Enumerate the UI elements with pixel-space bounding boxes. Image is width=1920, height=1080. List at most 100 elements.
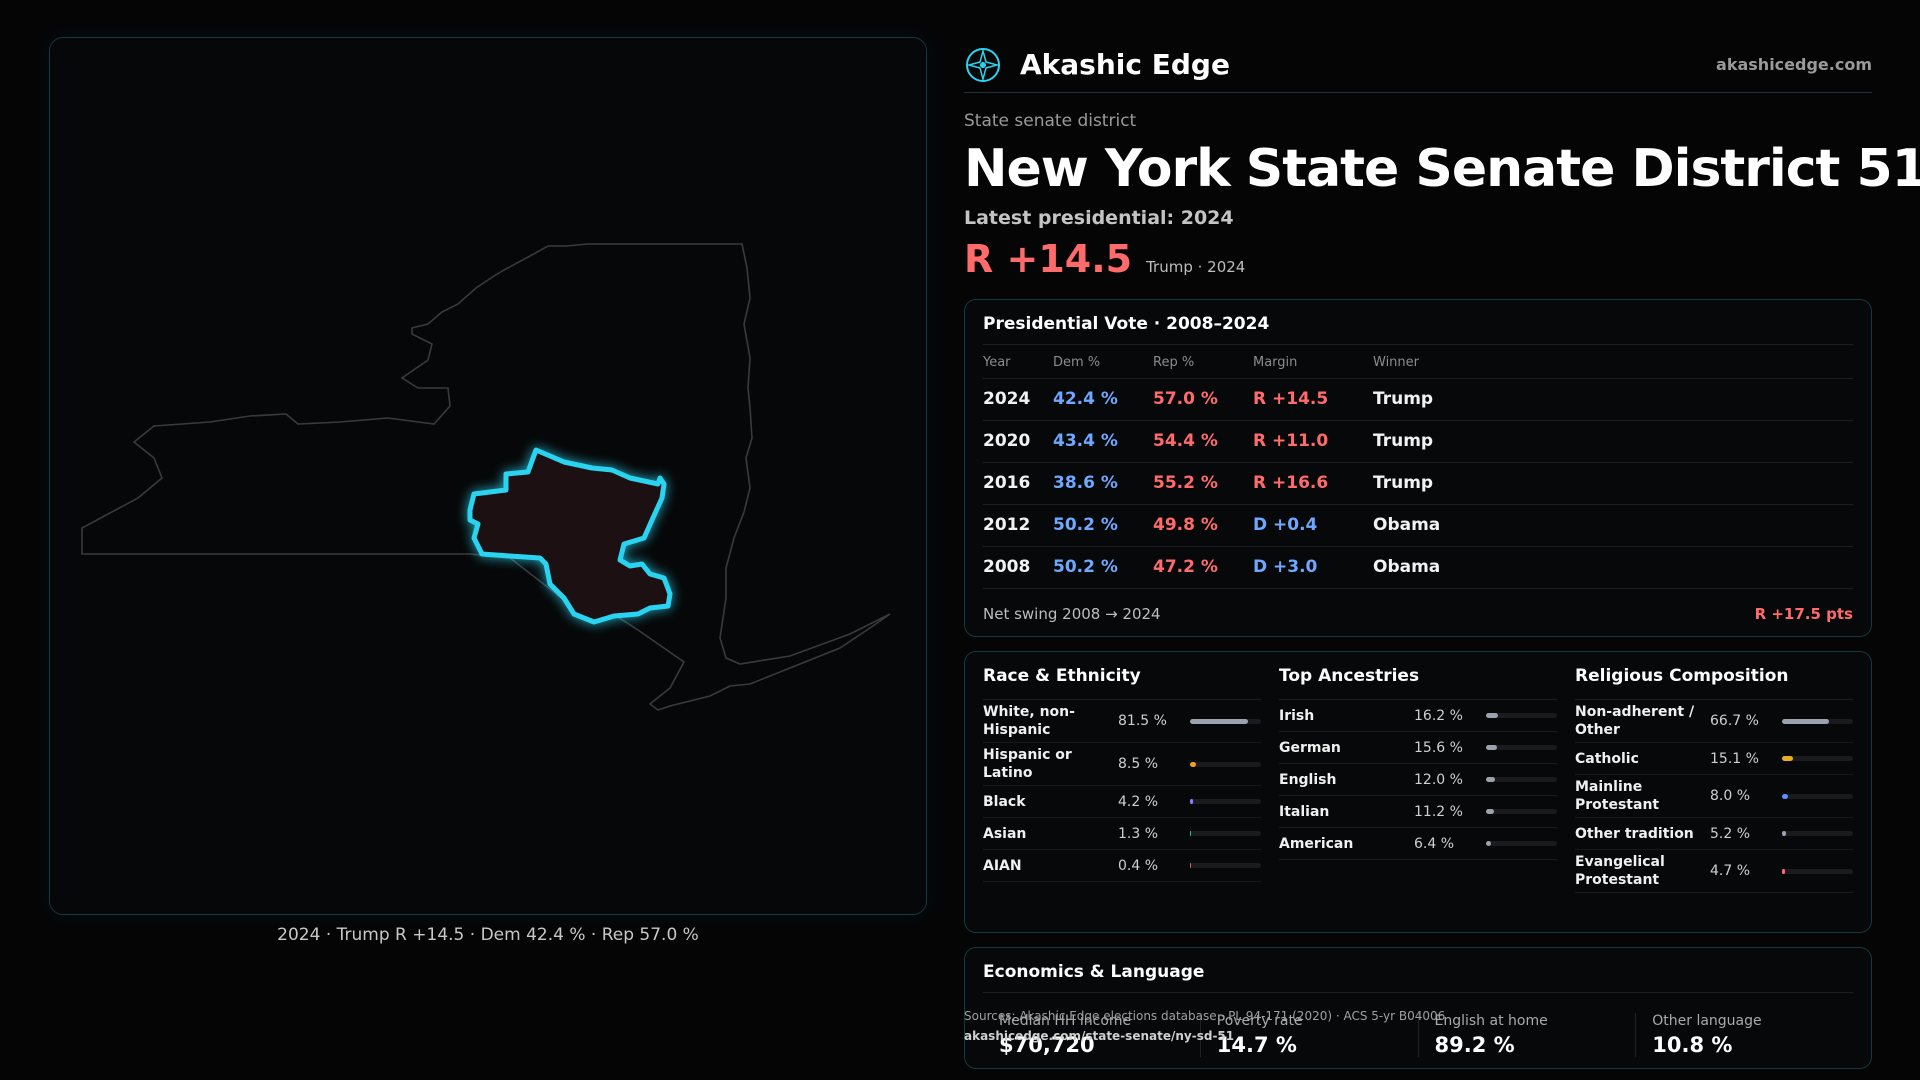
column-header-winner: Winner [1373, 347, 1853, 379]
item-bar-track [1190, 863, 1261, 868]
cell-margin: R +11.0 [1253, 420, 1373, 463]
net-swing-label: Net swing 2008 → 2024 [983, 604, 1161, 623]
item-percent: 15.6 % [1414, 739, 1463, 756]
cell-dem: 50.2 % [1053, 546, 1153, 589]
table-row: 2024 42.4 % 57.0 % R +14.5 Trump [983, 378, 1853, 421]
item-bar-track [1190, 799, 1261, 804]
stat-label: Other language [1652, 1013, 1762, 1029]
list-item: AIAN 0.4 % [983, 850, 1261, 882]
cell-rep: 57.0 % [1153, 378, 1253, 421]
cell-rep: 54.4 % [1153, 420, 1253, 463]
cell-dem: 43.4 % [1053, 420, 1153, 463]
item-bar-track [1486, 713, 1557, 718]
item-bar-track [1190, 761, 1261, 767]
brand-url-link[interactable]: akashicedge.com [1716, 55, 1872, 74]
district-map[interactable] [50, 38, 928, 916]
stat-cell: Other language 10.8 % [1635, 1013, 1853, 1057]
item-bar-fill [1486, 745, 1498, 750]
economics-language-card: Economics & Language Median HH income $70… [964, 947, 1872, 1069]
page-title: New York State Senate District 51 [964, 139, 1920, 199]
cell-year: 2012 [983, 504, 1053, 547]
stat-label: Median HH income [999, 1013, 1132, 1029]
item-percent: 6.4 % [1414, 835, 1455, 852]
list-item: Other tradition 5.2 % [1575, 818, 1853, 850]
permalink[interactable]: akashicedge.com/state-senate/ny-sd-51 [964, 1029, 1235, 1043]
item-label: Catholic [1575, 750, 1639, 767]
item-percent: 12.0 % [1414, 771, 1463, 788]
list-item: English 12.0 % [1279, 764, 1557, 796]
item-bar-fill [1782, 756, 1793, 761]
state-outline [81, 243, 891, 711]
cell-dem: 38.6 % [1053, 462, 1153, 505]
sources-text: Sources: Akashic Edge elections database… [964, 1009, 1446, 1023]
race-ethnicity-section: Race & Ethnicity White, non-Hispanic 81.5… [983, 666, 1261, 918]
cell-year: 2024 [983, 378, 1053, 421]
item-bar-track [1486, 841, 1557, 846]
cell-rep: 47.2 % [1153, 546, 1253, 589]
stat-value: 10.8 % [1652, 1033, 1733, 1057]
list-item: German 15.6 % [1279, 732, 1557, 764]
list-item: American 6.4 % [1279, 828, 1557, 860]
cell-dem: 42.4 % [1053, 378, 1153, 421]
column-header-margin: Margin [1253, 347, 1373, 379]
stat-label: English at home [1434, 1013, 1548, 1029]
list-item: Catholic 15.1 % [1575, 743, 1853, 775]
cell-margin: R +16.6 [1253, 462, 1373, 505]
item-bar-fill [1782, 718, 1830, 724]
item-bar-fill [1782, 831, 1786, 836]
cell-dem: 50.2 % [1053, 504, 1153, 547]
top-ancestries-title: Top Ancestries [1279, 666, 1557, 700]
brand-name[interactable]: Akashic Edge [1020, 48, 1230, 81]
item-label: Mainline Protestant [1575, 779, 1660, 813]
presidential-vote-table: Year Dem % Rep % Margin Winner 2024 42.4 … [983, 347, 1853, 589]
item-label: American [1279, 835, 1354, 852]
item-bar-track [1486, 809, 1557, 814]
item-bar-fill [1782, 793, 1788, 799]
item-label: Evangelical Protestant [1575, 854, 1665, 888]
item-bar-track [1190, 718, 1261, 724]
item-bar-track [1782, 793, 1853, 799]
stat-value: $70,720 [999, 1033, 1095, 1057]
title-state: New York [964, 139, 1231, 199]
district-51-shape[interactable] [467, 447, 673, 625]
cell-year: 2020 [983, 420, 1053, 463]
item-percent: 5.2 % [1710, 825, 1751, 842]
lean-summary: R +14.5 Trump · 2024 [964, 237, 1872, 281]
cell-year: 2008 [983, 546, 1053, 589]
item-percent: 8.5 % [1118, 756, 1159, 772]
item-percent: 11.2 % [1414, 803, 1463, 820]
map-caption: 2024 · Trump R +14.5 · Dem 42.4 % · Rep … [277, 925, 699, 945]
item-bar-track [1782, 756, 1853, 761]
sources-footer: Sources: Akashic Edge elections database… [964, 1006, 1445, 1046]
item-bar-fill [1190, 718, 1248, 724]
net-swing-row: Net swing 2008 → 2024 R +17.5 pts [983, 605, 1853, 623]
item-percent: 8.0 % [1710, 788, 1751, 804]
item-bar-fill [1190, 831, 1191, 836]
compass-star-icon[interactable] [964, 46, 1002, 84]
religious-composition-section: Religious Composition Non-adherent / Oth… [1575, 666, 1853, 918]
lean-subtext: Trump · 2024 [1146, 258, 1246, 276]
list-item: White, non-Hispanic 81.5 % [983, 700, 1261, 743]
race-ethnicity-title: Race & Ethnicity [983, 666, 1261, 700]
net-swing-value: R +17.5 pts [1754, 604, 1853, 623]
cell-winner: Trump [1373, 420, 1853, 463]
cell-winner: Trump [1373, 462, 1853, 505]
stat-cell: Poverty rate 14.7 % [1199, 1013, 1418, 1057]
item-bar-track [1486, 777, 1557, 782]
latest-presidential: Latest presidential: 2024 [964, 207, 1234, 229]
stat-value: 89.2 % [1434, 1033, 1515, 1057]
stat-cell: Median HH income $70,720 [983, 1013, 1200, 1057]
list-item: Irish 16.2 % [1279, 700, 1557, 732]
item-label: German [1279, 739, 1341, 756]
item-percent: 4.2 % [1118, 793, 1159, 810]
item-bar-track [1486, 745, 1557, 750]
demographics-card: Race & Ethnicity White, non-Hispanic 81.5… [964, 651, 1872, 933]
item-bar-fill [1782, 868, 1786, 874]
district-kicker: State senate district [964, 111, 1137, 131]
item-label: Asian [983, 825, 1027, 842]
item-percent: 1.3 % [1118, 825, 1159, 842]
map-panel[interactable] [49, 37, 927, 915]
item-percent: 66.7 % [1710, 713, 1759, 729]
column-header-year: Year [983, 347, 1053, 379]
item-percent: 15.1 % [1710, 750, 1759, 767]
